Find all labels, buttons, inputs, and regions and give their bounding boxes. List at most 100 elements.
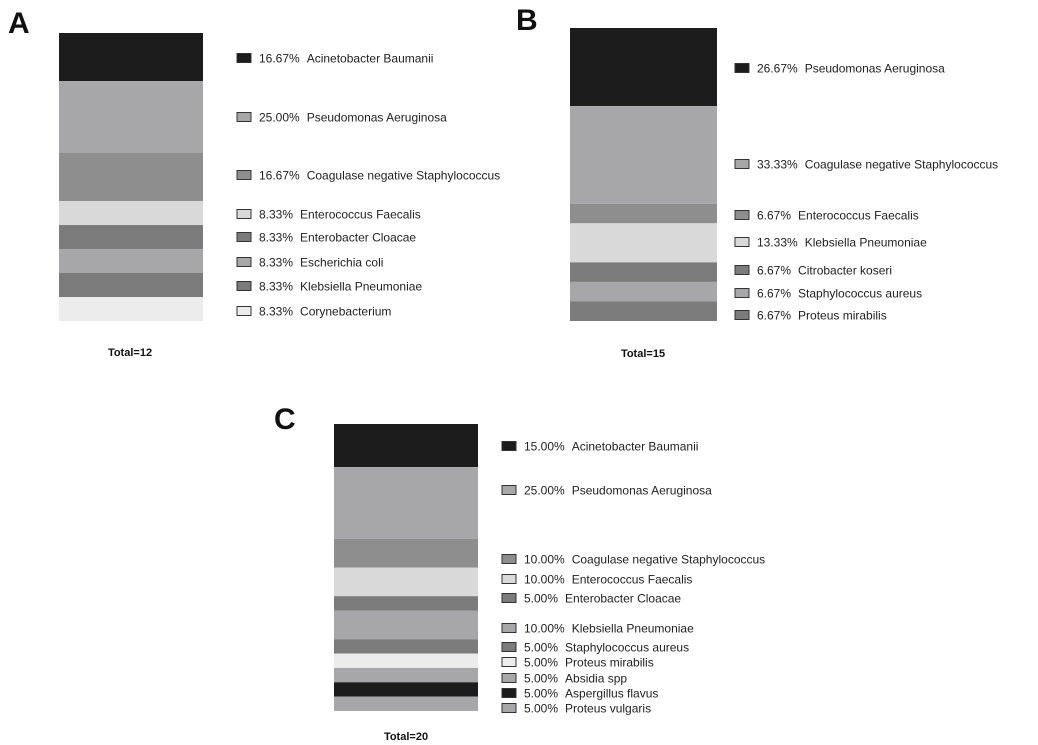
legend-organism: Coagulase negative Staphylococcus	[307, 169, 500, 183]
legend-organism: Enterococcus Faecalis	[300, 208, 421, 222]
legend-swatch-enterococcus-faecalis	[734, 210, 750, 220]
legend-label-klebsiella-pneumoniae: 13.33% Klebsiella Pneumoniae	[757, 236, 927, 250]
panel-b-legend: 26.67% Pseudomonas Aeruginosa 33.33% Coagul…	[734, 62, 998, 323]
bar-segment-aspergillus-flavus	[334, 682, 478, 697]
legend-swatch-coagulase-negative-staphylococcus	[734, 159, 750, 169]
legend-organism: Klebsiella Pneumoniae	[572, 622, 694, 636]
legend-swatch-proteus-mirabilis	[734, 310, 750, 320]
legend-label-klebsiella-pneumoniae: 8.33% Klebsiella Pneumoniae	[259, 280, 422, 294]
panel-a-letter: A	[8, 7, 30, 40]
bar-segment-coagulase-negative-staphylococcus	[334, 538, 478, 568]
legend-swatch-pseudomonas-aeruginosa	[501, 485, 517, 495]
legend-label-pseudomonas-aeruginosa: 26.67% Pseudomonas Aeruginosa	[757, 62, 945, 76]
legend-organism: Escherichia coli	[300, 256, 383, 270]
legend-organism: Klebsiella Pneumoniae	[300, 280, 422, 294]
panel-b-letter: B	[516, 4, 538, 37]
legend-label-enterococcus-faecalis: 6.67% Enterococcus Faecalis	[757, 209, 919, 223]
legend-percent: 8.33%	[259, 231, 293, 245]
legend-percent: 10.00%	[524, 573, 565, 587]
legend-percent: 26.67%	[757, 62, 798, 76]
legend-organism: Enterococcus Faecalis	[572, 573, 693, 587]
bar-segment-staphylococcus-aureus	[334, 639, 478, 654]
legend-organism: Proteus mirabilis	[565, 656, 654, 670]
legend-label-aspergillus-flavus: 5.00% Aspergillus flavus	[524, 687, 658, 701]
legend-percent: 5.00%	[524, 656, 558, 670]
legend-swatch-absidia-spp	[501, 673, 517, 683]
legend-percent: 8.33%	[259, 305, 293, 319]
legend-percent: 16.67%	[259, 169, 300, 183]
legend-label-coagulase-negative-staphylococcus: 10.00% Coagulase negative Staphylococcus	[524, 553, 765, 567]
legend-swatch-staphylococcus-aureus	[734, 288, 750, 298]
legend-organism: Klebsiella Pneumoniae	[805, 236, 927, 250]
legend-percent: 5.00%	[524, 641, 558, 655]
legend-percent: 5.00%	[524, 702, 558, 716]
legend-swatch-pseudomonas-aeruginosa	[236, 112, 252, 122]
bar-segment-coagulase-negative-staphylococcus	[570, 106, 717, 204]
legend-percent: 25.00%	[524, 484, 565, 498]
bar-segment-absidia-spp	[334, 667, 478, 683]
panel-c-letter: C	[274, 403, 296, 436]
bar-segment-escherichia-coli	[59, 249, 203, 274]
bar-segment-enterococcus-faecalis	[59, 201, 203, 226]
legend-organism: Pseudomonas Aeruginosa	[307, 111, 447, 125]
bar-segment-proteus-vulgaris	[334, 696, 478, 711]
legend-percent: 5.00%	[524, 687, 558, 701]
bar-segment-klebsiella-pneumoniae	[570, 223, 717, 263]
bar-segment-acinetobacter-baumanii	[334, 424, 478, 468]
legend-swatch-corynebacterium	[236, 306, 252, 316]
legend-swatch-acinetobacter-baumanii	[501, 441, 517, 451]
legend-label-escherichia-coli: 8.33% Escherichia coli	[259, 256, 383, 270]
bar-segment-citrobacter-koseri	[570, 262, 717, 282]
legend-organism: Enterococcus Faecalis	[798, 209, 919, 223]
legend-swatch-aspergillus-flavus	[501, 688, 517, 698]
legend-label-enterococcus-faecalis: 10.00% Enterococcus Faecalis	[524, 573, 692, 587]
panel-c-legend: 15.00% Acinetobacter Baumanii 25.00% Pseudo…	[501, 440, 765, 716]
panel-c-total: Total=20	[384, 731, 428, 743]
legend-swatch-enterococcus-faecalis	[236, 209, 252, 219]
panel-a: A 16.67% Acinetobacter Baumanii 25.00% Pseu…	[8, 7, 500, 359]
legend-organism: Absidia spp	[565, 672, 627, 686]
bar-segment-enterococcus-faecalis	[570, 203, 717, 224]
legend-label-acinetobacter-baumanii: 16.67% Acinetobacter Baumanii	[259, 52, 433, 66]
bar-segment-coagulase-negative-staphylococcus	[59, 153, 203, 202]
legend-organism: Acinetobacter Baumanii	[572, 440, 699, 454]
bar-segment-enterobacter-cloacae	[59, 225, 203, 250]
panel-a-bar	[59, 33, 203, 321]
legend-percent: 16.67%	[259, 52, 300, 66]
legend-label-citrobacter-koseri: 6.67% Citrobacter koseri	[757, 264, 892, 278]
legend-percent: 33.33%	[757, 158, 798, 172]
legend-swatch-klebsiella-pneumoniae	[236, 281, 252, 291]
bar-segment-acinetobacter-baumanii	[59, 33, 203, 82]
legend-label-enterococcus-faecalis: 8.33% Enterococcus Faecalis	[259, 208, 421, 222]
bar-segment-pseudomonas-aeruginosa	[334, 467, 478, 539]
legend-swatch-proteus-mirabilis	[501, 657, 517, 667]
legend-swatch-coagulase-negative-staphylococcus	[236, 170, 252, 180]
panel-c-bar	[334, 424, 478, 711]
legend-percent: 6.67%	[757, 209, 791, 223]
legend-organism: Enterobacter Cloacae	[565, 592, 681, 606]
legend-organism: Citrobacter koseri	[798, 264, 892, 278]
legend-organism: Aspergillus flavus	[565, 687, 658, 701]
bar-segment-klebsiella-pneumoniae	[59, 273, 203, 297]
legend-label-coagulase-negative-staphylococcus: 33.33% Coagulase negative Staphylococcus	[757, 158, 998, 172]
legend-swatch-enterobacter-cloacae	[501, 593, 517, 603]
legend-swatch-enterobacter-cloacae	[236, 232, 252, 242]
legend-label-proteus-vulgaris: 5.00% Proteus vulgaris	[524, 702, 651, 716]
panel-b-total: Total=15	[621, 348, 665, 360]
legend-percent: 13.33%	[757, 236, 798, 250]
legend-percent: 10.00%	[524, 553, 565, 567]
legend-swatch-pseudomonas-aeruginosa	[734, 63, 750, 73]
legend-percent: 5.00%	[524, 672, 558, 686]
legend-percent: 8.33%	[259, 208, 293, 222]
legend-label-corynebacterium: 8.33% Corynebacterium	[259, 305, 391, 319]
legend-label-absidia-spp: 5.00% Absidia spp	[524, 672, 627, 686]
legend-organism: Pseudomonas Aeruginosa	[572, 484, 712, 498]
panel-b-bar	[570, 28, 717, 321]
legend-percent: 6.67%	[757, 264, 791, 278]
legend-organism: Proteus mirabilis	[798, 309, 887, 323]
legend-organism: Corynebacterium	[300, 305, 391, 319]
bar-segment-staphylococcus-aureus	[570, 281, 717, 302]
panel-c: C 15.00% Acinetobacter Baumanii 25.00% Pseu…	[274, 403, 765, 743]
legend-percent: 8.33%	[259, 280, 293, 294]
bar-segment-klebsiella-pneumoniae	[334, 610, 478, 640]
